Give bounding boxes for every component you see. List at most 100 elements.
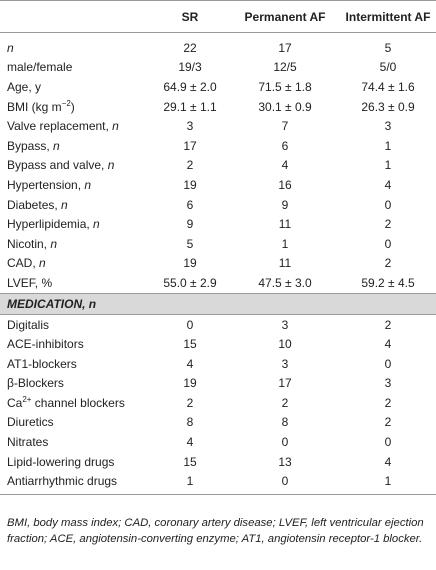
row-label: Age, y (0, 77, 150, 97)
row-label: n (0, 33, 150, 58)
label-part: channel blockers (31, 395, 125, 410)
table-row: Valve replacement, n 3 7 3 (0, 116, 436, 136)
row-label: Hypertension, n (0, 175, 150, 195)
value-cell: 30.1 ± 0.9 (258, 99, 312, 114)
value-cell: 3 (186, 119, 194, 134)
value-cell: 0 (384, 236, 392, 251)
label-part: Age, y (7, 79, 42, 94)
row-label: CAD, n (0, 254, 150, 274)
value-cell: 0 (384, 197, 392, 212)
value-cell: 64.9 ± 2.0 (163, 79, 217, 94)
label-part: ACE-inhibitors (7, 337, 84, 352)
value-cell: 2 (384, 317, 392, 332)
table-row: Diuretics 8 8 2 (0, 413, 436, 433)
value-cell: 15 (183, 337, 197, 352)
value-cell: 19 (183, 177, 197, 192)
label-part: Nitrates (7, 435, 49, 450)
row-label: ACE-inhibitors (0, 334, 150, 354)
row-label: MEDICATION, n (0, 292, 436, 315)
table-row: Diabetes, n 6 9 0 (0, 195, 436, 215)
value-cell: 17 (278, 40, 292, 55)
label-part: Lipid-lowering drugs (7, 454, 115, 469)
table-row: Age, y 64.9 ± 2.0 71.5 ± 1.8 74.4 ± 1.6 (0, 77, 436, 97)
row-label: Nitrates (0, 432, 150, 452)
table-row: Bypass and valve, n 2 4 1 (0, 156, 436, 176)
label-part: Bypass and valve, (7, 158, 108, 173)
label-part: Nicotin, (7, 236, 51, 251)
label-part: LVEF, % (7, 275, 53, 290)
label-part: Diabetes, (7, 197, 62, 212)
row-label: male/female (0, 58, 150, 78)
value-cell: 0 (281, 435, 289, 450)
row-label: LVEF, % (0, 273, 150, 293)
value-cell: 55.0 ± 2.9 (163, 275, 217, 290)
value-cell: 2 (384, 217, 392, 232)
value-cell: 4 (281, 158, 289, 173)
table-row: β-Blockers 19 17 3 (0, 374, 436, 394)
row-label: Nicotin, n (0, 234, 150, 254)
label-part: n (93, 217, 100, 232)
value-cell: 3 (384, 376, 392, 391)
table-row: n 22 17 5 (0, 33, 436, 58)
row-label: Hyperlipidemia, n (0, 214, 150, 234)
value-cell: 11 (278, 256, 292, 271)
section-row: MEDICATION, n (0, 292, 436, 315)
label-part: n (112, 119, 119, 134)
value-cell: 19/3 (178, 60, 202, 75)
value-cell: 17 (278, 376, 292, 391)
value-cell: 10 (278, 337, 292, 352)
value-cell: 6 (281, 138, 289, 153)
value-cell: 26.3 ± 0.9 (361, 99, 415, 114)
value-cell: 1 (384, 138, 392, 153)
value-cell: 4 (186, 356, 194, 371)
label-part: BMI (kg m (7, 99, 62, 114)
row-label: Digitalis (0, 314, 150, 334)
table-row: Nitrates 4 0 0 (0, 432, 436, 452)
data-table: SR Permanent AF Intermittent AF n 22 17 5 male… (0, 0, 436, 496)
header-row: SR Permanent AF Intermittent AF (0, 0, 436, 33)
label-part: Bypass, (7, 138, 54, 153)
label-part: n (39, 256, 46, 271)
table-row: Bypass, n 17 6 1 (0, 136, 436, 156)
value-cell: 1 (281, 236, 289, 251)
table-row: ACE-inhibitors 15 10 4 (0, 334, 436, 354)
footnote: BMI, body mass index; CAD, coronary arte… (7, 517, 424, 545)
table-row: Antiarrhythmic drugs 1 0 1 (0, 471, 436, 496)
table-row: AT1-blockers 4 3 0 (0, 354, 436, 374)
value-cell: 13 (278, 454, 292, 469)
value-cell: 47.5 ± 3.0 (258, 275, 312, 290)
value-cell: 9 (281, 197, 289, 212)
value-cell: 8 (186, 415, 194, 430)
value-cell: 0 (186, 317, 194, 332)
value-cell: 1 (340, 471, 436, 496)
table-row: Lipid-lowering drugs 15 13 4 (0, 452, 436, 472)
label-part: n (50, 236, 58, 251)
value-cell: 5 (384, 40, 392, 55)
table-row: Digitalis 0 3 2 (0, 314, 436, 334)
label-part: Valve replacement, (7, 119, 113, 134)
table-body: n 22 17 5 male/female 19/3 12/5 5/0 Age, y 64.9 ±… (0, 33, 436, 496)
value-cell: 19 (183, 376, 197, 391)
label-part: Hyperlipidemia, (7, 217, 94, 232)
label-part: Hypertension, (7, 177, 85, 192)
value-cell: 0 (384, 435, 392, 450)
value-cell: 4 (384, 177, 392, 192)
value-cell: 1 (384, 158, 392, 173)
label-part: Diuretics (7, 415, 54, 430)
value-cell: 0 (384, 356, 392, 371)
value-cell: 2 (281, 395, 289, 410)
row-label: β-Blockers (0, 374, 150, 394)
label-part: −2 (61, 98, 71, 108)
value-cell: 22 (183, 40, 197, 55)
label-part: Ca (7, 395, 23, 410)
value-cell: 4 (384, 337, 392, 352)
label-part: n (88, 296, 97, 311)
column-header: SR (150, 0, 230, 33)
table-row: Nicotin, n 5 1 0 (0, 234, 436, 254)
table-row: Hyperlipidemia, n 9 11 2 (0, 214, 436, 234)
value-cell: 3 (281, 317, 289, 332)
value-cell: 16 (278, 177, 292, 192)
header-cell (0, 0, 150, 33)
column-header: Permanent AF (230, 0, 340, 33)
